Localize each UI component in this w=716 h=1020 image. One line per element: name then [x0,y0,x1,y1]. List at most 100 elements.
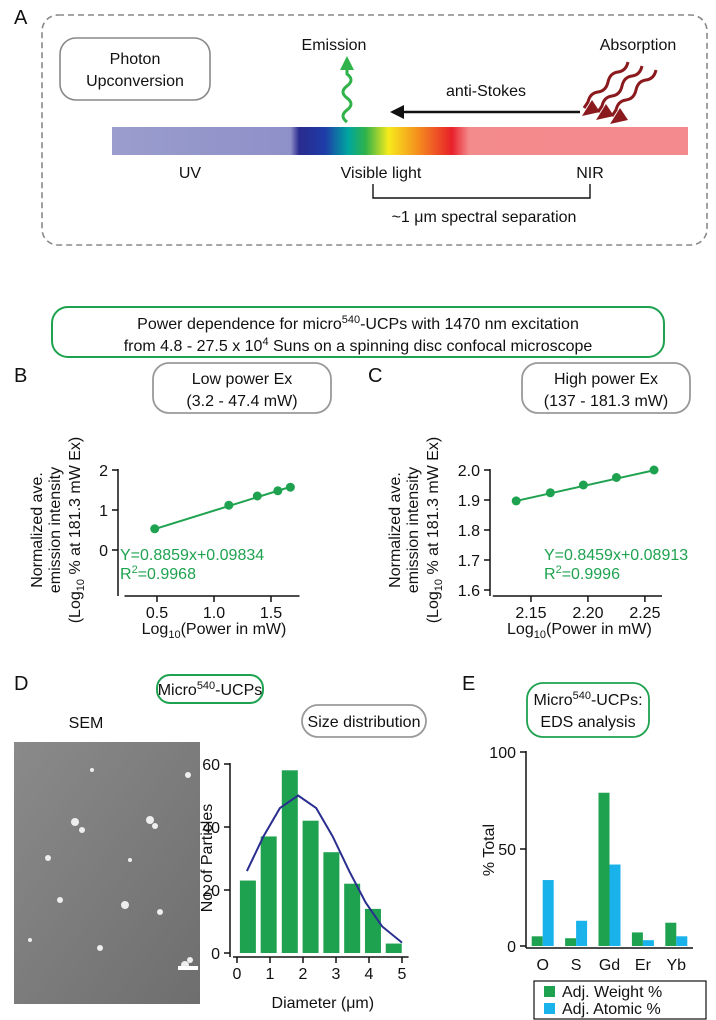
x-tick-label: Er [635,957,652,974]
panel-label: E [462,673,475,695]
fit-line [154,485,291,531]
text-part: 10 [168,629,180,641]
data-point [578,480,588,490]
emission-wave [341,70,353,124]
text-part: -UCPs with 1470 nm excitation [360,316,579,333]
x-tick-label: S [571,957,582,974]
text-part: % at 181.3 mW Ex) [67,437,84,579]
box-label: Upconversion [86,73,184,90]
bar [364,908,381,953]
data-point [611,473,621,482]
y-axis-title: (Log10 % at 181.3 mW Ex) [425,437,445,624]
header-box [156,674,264,704]
y-tick-label: 1.6 [458,583,480,600]
x-tick-label: 3 [332,966,341,983]
arrow-head [390,105,404,119]
x-tick-label: 1 [266,966,275,983]
x-tick-label: Gd [599,957,620,974]
x-tick-label: 0.5 [146,605,168,622]
y-tick-label: 1.7 [458,553,480,570]
text-part: 4 [262,336,268,348]
chart-title: (137 - 181.3 mW) [544,393,668,410]
y-tick-label: 20 [202,883,220,900]
arrow-head [340,56,354,70]
y-tick-label: 50 [498,842,516,859]
bar [344,883,361,953]
legend-label: Adj. Weight % [562,984,662,1001]
y-axis-title: No. of Particles [199,804,216,912]
y-tick-label: 2.0 [458,463,480,480]
title-box [526,682,650,738]
text-part: 540 [573,690,591,702]
bar [323,852,340,953]
y-axis-title: emission intensity [47,467,64,593]
chart-title: (3.2 - 47.4 mW) [186,393,297,410]
text-part: 10 [75,579,87,591]
x-tick-label: 1.0 [203,605,225,622]
text-part: 540 [342,314,360,326]
y-tick-label: 0 [99,543,108,560]
chart: High power Ex (137 - 181.3 mW) 1.6 1.7 1.8 1.… [387,362,691,641]
x-tick-label: 2 [299,966,308,983]
absorption-label: Absorption [600,37,677,54]
x-tick-label: O [536,957,548,974]
text-part: (Power in mW) [546,621,652,638]
text-part: Micro [533,692,572,709]
fit-annotation: R2=0.9968 [120,564,196,583]
text-part: Log [507,621,534,638]
text-part: 10 [433,579,445,591]
panel-label: B [14,365,27,387]
banner-text: Power dependence for micro540-UCPs with … [137,314,579,333]
data-point [150,524,160,534]
chart: Low power Ex (3.2 - 47.4 mW) 0 1 2 0.5 1.0 1.5 N… [29,362,332,641]
bar [385,943,402,953]
legend-swatch [544,1003,555,1014]
region-label: Visible light [341,165,422,182]
panel-label: A [14,7,28,29]
region-label: NIR [576,165,604,182]
panel-label: C [368,365,382,387]
data-point [511,496,521,506]
text-part: from 4.8 - 27.5 x 10 [124,338,263,355]
y-tick-label: 40 [202,820,220,837]
x-axis-title: Log10(Power in mW) [142,621,287,641]
x-tick-label: 0 [233,966,242,983]
spectrum [112,127,688,155]
data-point [252,491,262,501]
panel-label: D [14,673,28,695]
bar [281,770,298,953]
header-text: Micro540-UCPs [158,680,263,699]
y-tick-label: 1 [99,503,108,520]
text-part: 540 [197,680,215,692]
text-part: Power dependence for micro [137,316,342,333]
title-box [521,362,691,414]
y-axis-title: Normalized ave. [387,472,404,588]
absorption-waves [582,61,658,117]
sem-title: SEM [69,715,104,732]
text-part: -UCPs: [591,692,643,709]
label-box [59,37,211,101]
x-tick-label: 5 [398,966,407,983]
x-tick-label: 2.20 [572,605,603,622]
y-tick-label: 0 [211,946,220,963]
x-tick-label: 1.5 [260,605,282,622]
bar [576,920,588,946]
text-part: (Power in mW) [181,621,287,638]
y-tick-label: 100 [489,745,516,762]
bar [598,792,610,946]
bar [239,880,256,953]
text-part: Micro [158,682,197,699]
chart-title: Size distribution [308,714,421,731]
x-tick-label: Yb [667,957,687,974]
bar [631,932,643,946]
text-part: % at 181.3 mW Ex) [425,437,442,579]
chart-title: EDS analysis [540,714,635,731]
y-axis-title: (Log10 % at 181.3 mW Ex) [67,437,87,624]
bar [565,938,577,946]
box-label: Photon [110,51,161,68]
data-point [273,486,283,496]
chart: Micro540-UCPs: EDS analysis 0 50 100 % Total O… [481,682,707,1020]
bar [676,936,688,946]
region-label: UV [179,165,202,182]
